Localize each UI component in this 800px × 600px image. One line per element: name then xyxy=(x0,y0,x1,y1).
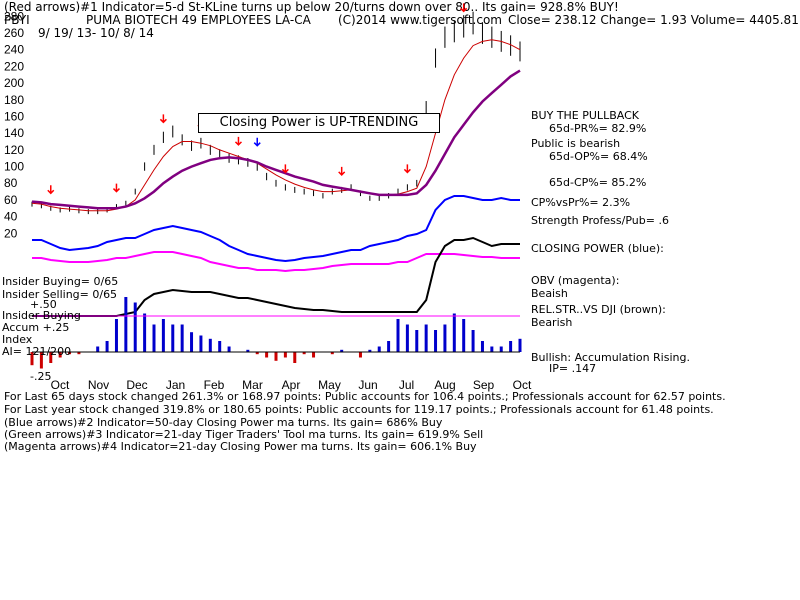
accum-plus50: +.50 xyxy=(30,298,57,311)
y-tick-label: 100 xyxy=(4,160,24,174)
ma-purple-line xyxy=(31,69,521,210)
footer-line1: For Last 65 days stock changed 261.3% or… xyxy=(4,390,726,403)
y-tick-label: 200 xyxy=(4,76,24,90)
cpvspr-stat: CP%vsPr%= 2.3% xyxy=(531,196,631,209)
stock-name: PUMA BIOTECH 49 EMPLOYEES LA-CA xyxy=(86,13,311,27)
relstr-state: Bearish xyxy=(531,316,573,329)
y-tick-label: 220 xyxy=(4,59,24,73)
obv-label: OBV (magenta): xyxy=(531,274,620,287)
red-arrow-icon xyxy=(234,136,242,146)
insider-selling: Insider Selling= 0/65 xyxy=(2,288,118,301)
y-tick-label: 120 xyxy=(4,143,24,157)
cp-stat: 65d-CP%= 85.2% xyxy=(549,176,647,189)
y-tick-label: 280 xyxy=(4,9,24,23)
closing-power-line xyxy=(32,195,520,263)
red-arrow-icon xyxy=(403,164,411,174)
footer-line5: (Magenta arrows)#4 Indicator=21-day Clos… xyxy=(4,440,477,453)
closing-power-label: CLOSING POWER (blue): xyxy=(531,242,664,255)
y-tick-label: 80 xyxy=(4,176,18,190)
x-month-label: Jun xyxy=(358,378,377,392)
footer-line4: (Green arrows)#3 Indicator=21-day Tiger … xyxy=(4,428,484,441)
red-arrow-icon xyxy=(112,183,120,193)
x-month-label: Oct xyxy=(51,378,70,392)
y-tick-label: 40 xyxy=(4,210,18,224)
red-arrow-icon xyxy=(281,164,289,174)
relstr-label: REL.STR..VS DJI (brown): xyxy=(531,303,666,316)
blue-arrow-icon xyxy=(253,137,261,147)
op-stat: 65d-OP%= 68.4% xyxy=(549,150,648,163)
x-month-label: Oct xyxy=(513,378,532,392)
accum-minus25: -.25 xyxy=(30,370,52,383)
x-month-label: Nov xyxy=(88,378,109,392)
ip-stat: IP= .147 xyxy=(549,362,597,375)
y-tick-label: 260 xyxy=(4,26,24,40)
pr-stat: 65d-PR%= 82.9% xyxy=(549,122,647,135)
x-month-label: Mar xyxy=(242,378,263,392)
strength-stat: Strength Profess/Pub= .6 xyxy=(531,214,669,227)
y-tick-label: 20 xyxy=(4,226,18,240)
quote-line: Close= 238.12 Change= 1.93 Volume= 4405.… xyxy=(508,13,799,27)
y-tick-label: 180 xyxy=(4,93,24,107)
x-month-label: Feb xyxy=(204,378,225,392)
obv-line xyxy=(32,251,520,273)
x-month-label: Sep xyxy=(473,378,495,392)
footer-line2: For Last year stock changed 319.8% or 18… xyxy=(4,403,714,416)
insider-buying-2: Insider Buying xyxy=(2,309,81,322)
red-arrow-icon xyxy=(159,114,167,124)
y-tick-label: 140 xyxy=(4,126,24,140)
red-arrow-icon xyxy=(47,185,55,195)
accum-index-label: Index xyxy=(2,333,33,346)
x-month-label: Jul xyxy=(399,378,414,392)
closing-power-annotation: Closing Power is UP-TRENDING xyxy=(198,113,440,133)
red-arrow-icon xyxy=(460,3,468,13)
y-tick-label: 160 xyxy=(4,109,24,123)
copyright: (C)2014 www.tigersoft.com xyxy=(338,13,502,27)
date-range: 9/ 19/ 13- 10/ 8/ 14 xyxy=(38,26,154,40)
y-tick-label: 240 xyxy=(4,43,24,57)
buy-pullback-label: BUY THE PULLBACK xyxy=(531,109,639,122)
y-tick-label: 60 xyxy=(4,193,18,207)
x-month-label: May xyxy=(318,378,341,392)
accum-plus25: Accum +.25 xyxy=(2,321,70,334)
insider-buying: Insider Buying= 0/65 xyxy=(2,275,119,288)
footer-line3: (Blue arrows)#2 Indicator=50-day Closing… xyxy=(4,416,443,429)
bullish-label: Bullish: Accumulation Rising. xyxy=(531,351,690,364)
x-month-label: Jan xyxy=(166,378,185,392)
x-month-label: Apr xyxy=(282,378,301,392)
x-month-label: Aug xyxy=(434,378,455,392)
ticker-label: PBYI xyxy=(4,13,30,27)
x-month-label: Dec xyxy=(126,378,147,392)
ai-stat: AI= 121/200 xyxy=(2,345,72,358)
obv-state: Beaish xyxy=(531,287,568,300)
public-bearish-label: Public is bearish xyxy=(531,137,621,150)
red-arrow-icon xyxy=(338,166,346,176)
